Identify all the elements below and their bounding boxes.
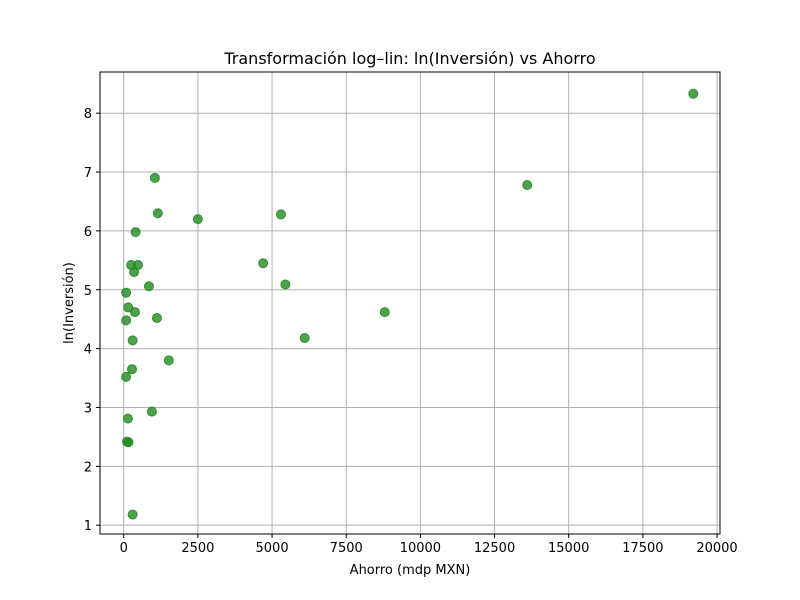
scatter-point <box>127 335 138 346</box>
data-points <box>121 88 699 520</box>
scatter-point <box>152 208 163 219</box>
scatter-point <box>123 302 134 313</box>
x-tick-label: 7500 <box>330 541 363 556</box>
y-tick-label: 1 <box>84 519 92 534</box>
x-tick-label: 2500 <box>181 541 214 556</box>
x-axis-label: Ahorro (mdp MXN) <box>350 563 471 578</box>
y-tick-label: 3 <box>84 401 92 416</box>
scatter-point <box>123 437 134 448</box>
scatter-point <box>151 313 162 324</box>
x-tick-label: 20000 <box>696 541 737 556</box>
scatter-point <box>522 179 533 190</box>
y-tick-label: 8 <box>84 107 92 122</box>
scatter-point <box>122 413 133 424</box>
x-tick-label: 15000 <box>548 541 589 556</box>
scatter-point <box>280 279 291 290</box>
chart-title: Transformación log–lin: ln(Inversión) vs… <box>223 49 595 68</box>
scatter-point <box>129 267 140 278</box>
scatter-point <box>127 509 138 520</box>
scatter-point <box>275 209 286 220</box>
scatter-point <box>688 88 699 99</box>
scatter-point <box>299 333 310 344</box>
scatter-point <box>143 281 154 292</box>
scatter-point <box>163 355 174 366</box>
scatter-point <box>121 287 132 298</box>
scatter-point <box>146 406 157 417</box>
scatter-point <box>379 307 390 318</box>
x-tick-label: 0 <box>120 541 128 556</box>
y-axis-label: ln(Inversión) <box>62 262 77 344</box>
x-tick-label: 17500 <box>622 541 663 556</box>
x-tick-label: 5000 <box>256 541 289 556</box>
y-axis-ticks: 1 2 3 4 5 6 7 8 <box>84 107 100 534</box>
x-tick-label: 12500 <box>474 541 515 556</box>
x-tick-label: 10000 <box>400 541 441 556</box>
grid <box>100 72 720 534</box>
y-tick-label: 5 <box>84 284 92 299</box>
scatter-point <box>258 258 269 269</box>
scatter-point <box>130 227 141 238</box>
scatter-point <box>121 371 132 382</box>
scatter-point <box>192 214 203 225</box>
scatter-point <box>121 315 132 326</box>
scatter-point <box>127 364 138 375</box>
x-axis-ticks: 0 2500 5000 7500 10000 12500 15000 17500 20000 <box>120 534 738 556</box>
y-tick-label: 6 <box>84 225 92 240</box>
y-tick-label: 2 <box>84 460 92 475</box>
scatter-point <box>149 172 160 183</box>
scatter-point <box>130 307 141 318</box>
y-tick-label: 7 <box>84 166 92 181</box>
y-tick-label: 4 <box>84 343 92 358</box>
plot-frame <box>99 71 721 535</box>
